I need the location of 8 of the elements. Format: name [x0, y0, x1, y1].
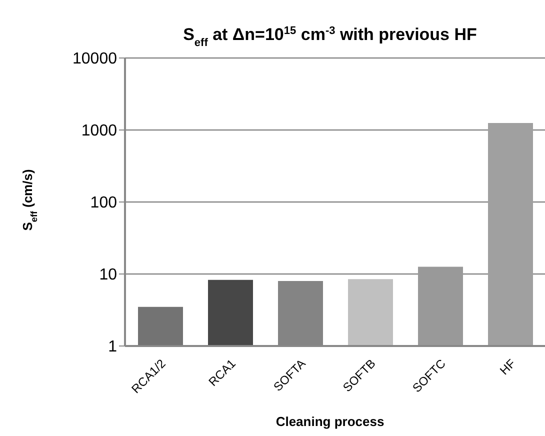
- y-tick-label: 1: [108, 338, 118, 356]
- y-tick-label: 1000: [81, 122, 118, 140]
- y-tick-label: 10000: [72, 50, 118, 68]
- x-tick-label: HF: [497, 356, 518, 378]
- y-tick-label: 100: [90, 194, 118, 212]
- x-axis-title: Cleaning process: [276, 414, 384, 429]
- y-tick-label: 10: [99, 266, 118, 284]
- chart-title: S$_{eff}$ at Δn=10$^{15}$ cm$^{-3}$ with previous HF: [183, 25, 477, 49]
